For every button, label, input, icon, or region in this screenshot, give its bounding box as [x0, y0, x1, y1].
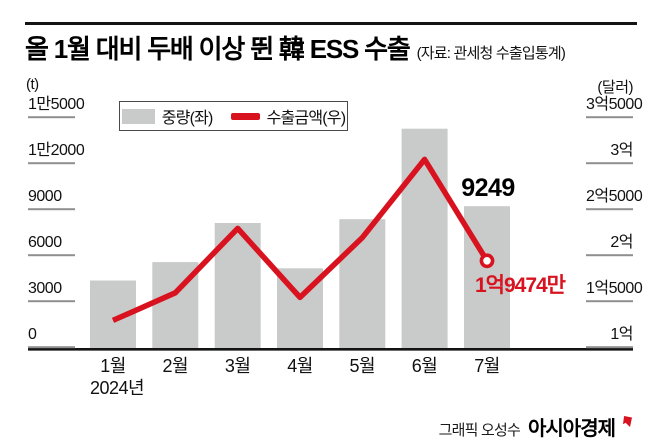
- x-label-1월: 1월: [100, 356, 126, 376]
- tick-right-2억5000: 2억5000: [586, 188, 643, 210]
- brand-logo-mark-icon: [623, 416, 632, 427]
- bar-6월: [401, 128, 448, 348]
- x-label-4월: 4월: [287, 356, 313, 376]
- footer: 그래픽 오성수 아시아경제: [439, 412, 632, 441]
- x-label-7월: 7월: [474, 356, 500, 376]
- graphic-credit: 그래픽 오성수: [438, 422, 521, 439]
- tick-right-2억: 2억: [586, 234, 634, 256]
- bar-7월: [464, 206, 510, 348]
- tick-right-3억: 3억: [586, 142, 634, 164]
- x-label-6월: 6월: [411, 356, 438, 376]
- tick-right-1억5000: 1억5000: [586, 280, 643, 302]
- tick-left-0: 0: [28, 326, 75, 348]
- legend-label: 수출금액(우): [266, 110, 346, 127]
- data-source-label: (자료: 관세청 수출입통계): [416, 45, 566, 62]
- x-axis-year-label: 2024년: [89, 378, 145, 398]
- tick-left-3000: 3000: [28, 280, 75, 302]
- export-amount-line: [111, 156, 490, 323]
- tick-left-9000: 9000: [28, 188, 75, 210]
- brand-logo: 아시아경제: [528, 418, 616, 440]
- x-label-2월: 2월: [162, 356, 189, 376]
- page-title: 올 1월 대비 두배 이상 뛴 韓 ESS 수출: [25, 34, 411, 64]
- x-label-5월: 5월: [349, 356, 376, 376]
- annotation-amount-value: 1억9474만: [474, 274, 566, 297]
- header: 올 1월 대비 두배 이상 뛴 韓 ESS 수출 (자료: 관세청 수출입통계): [25, 29, 645, 66]
- legend-item-수출금액(우): 수출금액(우): [223, 104, 346, 128]
- top-rule-divider: [25, 22, 637, 25]
- tick-right-1억: 1억: [586, 326, 634, 348]
- last-point-marker: [479, 253, 495, 269]
- tick-right-3억5000: 3억5000: [586, 96, 643, 118]
- left-axis-unit: (t): [26, 76, 39, 93]
- x-label-3월: 3월: [224, 356, 251, 376]
- legend-item-중량(좌): 중량(좌): [121, 104, 214, 128]
- tick-left-6000: 6000: [28, 234, 75, 256]
- tick-left-1만5000: 1만5000: [28, 96, 85, 118]
- chart-legend: 중량(좌) 수출금액(우): [119, 101, 348, 131]
- legend-swatch-line-icon: [230, 112, 260, 120]
- legend-swatch-bar-icon: [121, 108, 155, 124]
- tick-left-1만2000: 1만2000: [28, 142, 85, 164]
- right-axis-unit: (달러): [597, 79, 633, 96]
- annotation-weight-value: 9249: [461, 174, 515, 202]
- legend-label: 중량(좌): [161, 110, 214, 127]
